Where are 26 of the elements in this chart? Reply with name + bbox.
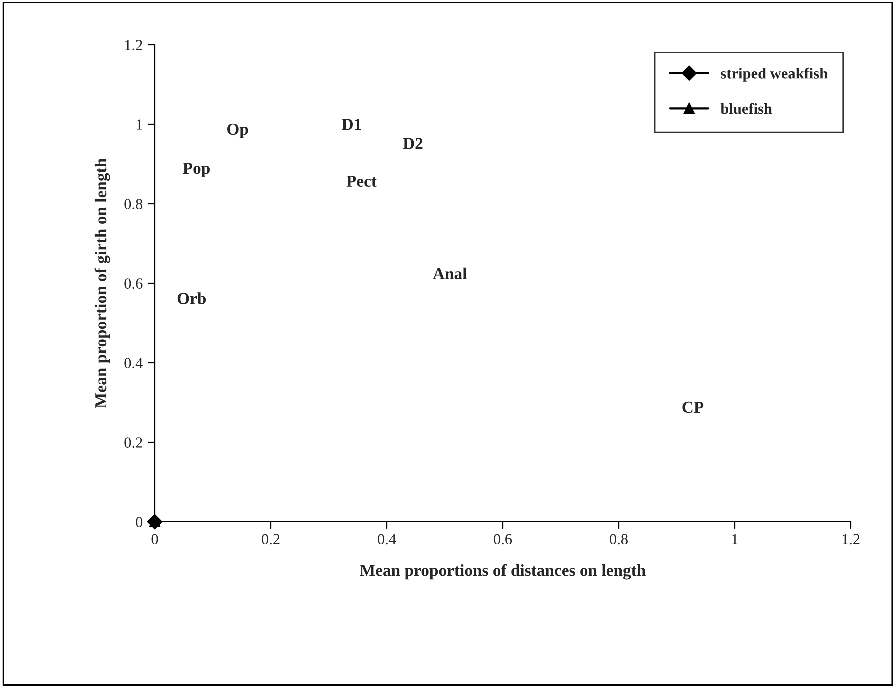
y-tick-label: 0.4 <box>124 358 143 369</box>
x-tick-label: 0.8 <box>610 534 628 545</box>
annotation: Op <box>228 124 248 138</box>
y-tick-label: 0.2 <box>124 438 142 448</box>
y-axis-title: Mean proportion of girth on length <box>94 158 110 408</box>
x-axis-title: Mean proportions of distances on length <box>360 564 646 580</box>
x-tick-label: 0.2 <box>262 534 280 545</box>
annotation: Pect <box>346 176 377 188</box>
y-tick-label: 0 <box>136 517 143 528</box>
x-tick-label: 0.6 <box>494 534 512 545</box>
y-tick-label: 1 <box>136 120 142 130</box>
legend-label: bluefish <box>720 103 772 114</box>
annotation: CP <box>682 402 704 414</box>
annotation: Pop <box>183 163 210 178</box>
y-tick-label: 0.8 <box>124 199 143 210</box>
annotation: Anal <box>433 268 467 280</box>
x-tick-label: 0 <box>152 534 158 545</box>
annotation: Orb <box>178 292 206 304</box>
y-tick-label: 1.2 <box>125 40 142 51</box>
x-tick-label: 0.4 <box>378 534 396 545</box>
annotation: D1 <box>342 119 362 130</box>
x-tick-label: 1 <box>732 534 738 544</box>
x-tick-label: 1.2 <box>842 534 860 545</box>
y-tick-label: 0.6 <box>124 278 143 290</box>
legend-label: striped weakfish <box>721 68 828 82</box>
annotation: D2 <box>403 138 423 150</box>
